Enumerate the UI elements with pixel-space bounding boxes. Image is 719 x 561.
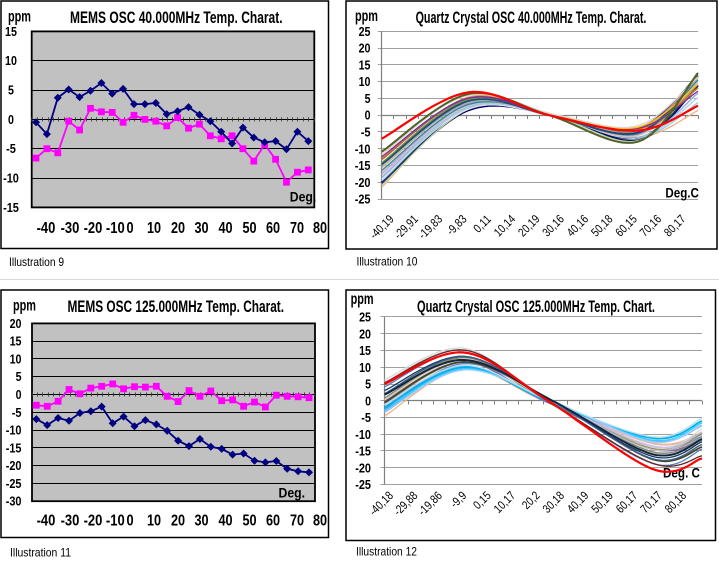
svg-text:0: 0 <box>8 112 14 127</box>
svg-text:Quartz Crystal OSC 40.000MHz T: Quartz Crystal OSC 40.000MHz Temp. Chara… <box>416 8 647 27</box>
svg-text:-30: -30 <box>61 220 80 237</box>
svg-text:Illustration 10: Illustration 10 <box>357 255 418 269</box>
svg-text:-25: -25 <box>355 192 371 207</box>
svg-text:30: 30 <box>194 513 208 530</box>
svg-text:-5: -5 <box>6 141 16 156</box>
svg-text:80: 80 <box>313 220 327 237</box>
svg-text:-20: -20 <box>6 458 22 473</box>
svg-text:-30: -30 <box>6 494 22 509</box>
svg-text:-10: -10 <box>3 171 19 186</box>
svg-text:40: 40 <box>218 513 232 530</box>
svg-text:25: 25 <box>359 24 371 39</box>
svg-text:15: 15 <box>359 343 371 358</box>
svg-text:60: 60 <box>266 220 280 237</box>
svg-text:0: 0 <box>16 387 22 402</box>
svg-text:ppm: ppm <box>13 298 36 315</box>
svg-text:-25: -25 <box>355 477 371 492</box>
svg-text:-5: -5 <box>12 405 22 420</box>
svg-text:10: 10 <box>10 351 22 366</box>
svg-text:Deg.: Deg. <box>290 189 317 205</box>
svg-text:-10: -10 <box>106 513 125 530</box>
svg-text:-25: -25 <box>6 476 22 491</box>
svg-text:15: 15 <box>5 24 17 39</box>
svg-text:Deg.C: Deg.C <box>665 185 699 201</box>
svg-text:MEMS OSC 40.000MHz Temp. Chara: MEMS OSC 40.000MHz Temp. Charat. <box>70 8 283 27</box>
svg-text:-10: -10 <box>355 141 371 156</box>
svg-text:25: 25 <box>359 310 371 325</box>
svg-text:-15: -15 <box>6 440 22 455</box>
svg-text:10: 10 <box>359 360 371 375</box>
svg-text:-20: -20 <box>355 460 371 475</box>
svg-text:ppm: ppm <box>355 8 378 25</box>
svg-text:0: 0 <box>365 108 371 123</box>
svg-text:70: 70 <box>290 220 304 237</box>
svg-text:20: 20 <box>171 220 185 237</box>
svg-text:0: 0 <box>365 393 371 408</box>
svg-text:20: 20 <box>171 513 185 530</box>
svg-text:50: 50 <box>242 513 256 530</box>
svg-text:-15: -15 <box>355 444 371 459</box>
svg-text:MEMS OSC 125.000MHz Temp. Char: MEMS OSC 125.000MHz Temp. Charat. <box>68 297 285 316</box>
svg-text:-5: -5 <box>361 410 371 425</box>
svg-text:10: 10 <box>359 74 371 89</box>
svg-text:20: 20 <box>359 326 371 341</box>
svg-text:Illustration 11: Illustration 11 <box>10 546 71 560</box>
svg-text:15: 15 <box>359 57 371 72</box>
svg-text:-40: -40 <box>37 220 56 237</box>
svg-text:Deg.: Deg. <box>279 485 306 501</box>
svg-text:-10: -10 <box>355 427 371 442</box>
svg-text:-20: -20 <box>84 220 103 237</box>
svg-text:5: 5 <box>8 83 14 98</box>
svg-text:80: 80 <box>313 513 327 530</box>
svg-text:10: 10 <box>147 220 161 237</box>
svg-text:Illustration 9: Illustration 9 <box>9 255 64 269</box>
svg-text:Deg. C: Deg. C <box>663 465 700 481</box>
svg-text:70: 70 <box>290 513 304 530</box>
svg-text:15: 15 <box>10 334 22 349</box>
svg-text:30: 30 <box>194 220 208 237</box>
svg-text:5: 5 <box>16 369 22 384</box>
svg-text:40: 40 <box>218 220 232 237</box>
svg-text:-15: -15 <box>3 200 19 215</box>
svg-text:-15: -15 <box>355 158 371 173</box>
svg-text:5: 5 <box>365 377 371 392</box>
svg-text:10: 10 <box>147 513 161 530</box>
svg-text:Illustration 12: Illustration 12 <box>356 545 417 559</box>
svg-text:-10: -10 <box>6 423 22 438</box>
svg-text:20: 20 <box>359 41 371 56</box>
svg-text:5: 5 <box>365 91 371 106</box>
svg-text:-5: -5 <box>361 124 371 139</box>
svg-text:10: 10 <box>5 53 17 68</box>
svg-text:0: 0 <box>126 513 133 530</box>
svg-text:ppm: ppm <box>351 291 374 308</box>
svg-text:50: 50 <box>242 220 256 237</box>
svg-text:-20: -20 <box>84 513 103 530</box>
svg-text:20: 20 <box>10 316 22 331</box>
svg-text:-40: -40 <box>37 513 56 530</box>
svg-text:-20: -20 <box>355 175 371 190</box>
svg-text:Quartz Crystal OSC 125.000MHz: Quartz Crystal OSC 125.000MHz Temp. Char… <box>417 297 655 316</box>
svg-text:0: 0 <box>126 220 133 237</box>
svg-text:ppm: ppm <box>8 9 31 26</box>
svg-text:-10: -10 <box>106 220 125 237</box>
svg-text:-30: -30 <box>61 513 80 530</box>
svg-text:60: 60 <box>266 513 280 530</box>
